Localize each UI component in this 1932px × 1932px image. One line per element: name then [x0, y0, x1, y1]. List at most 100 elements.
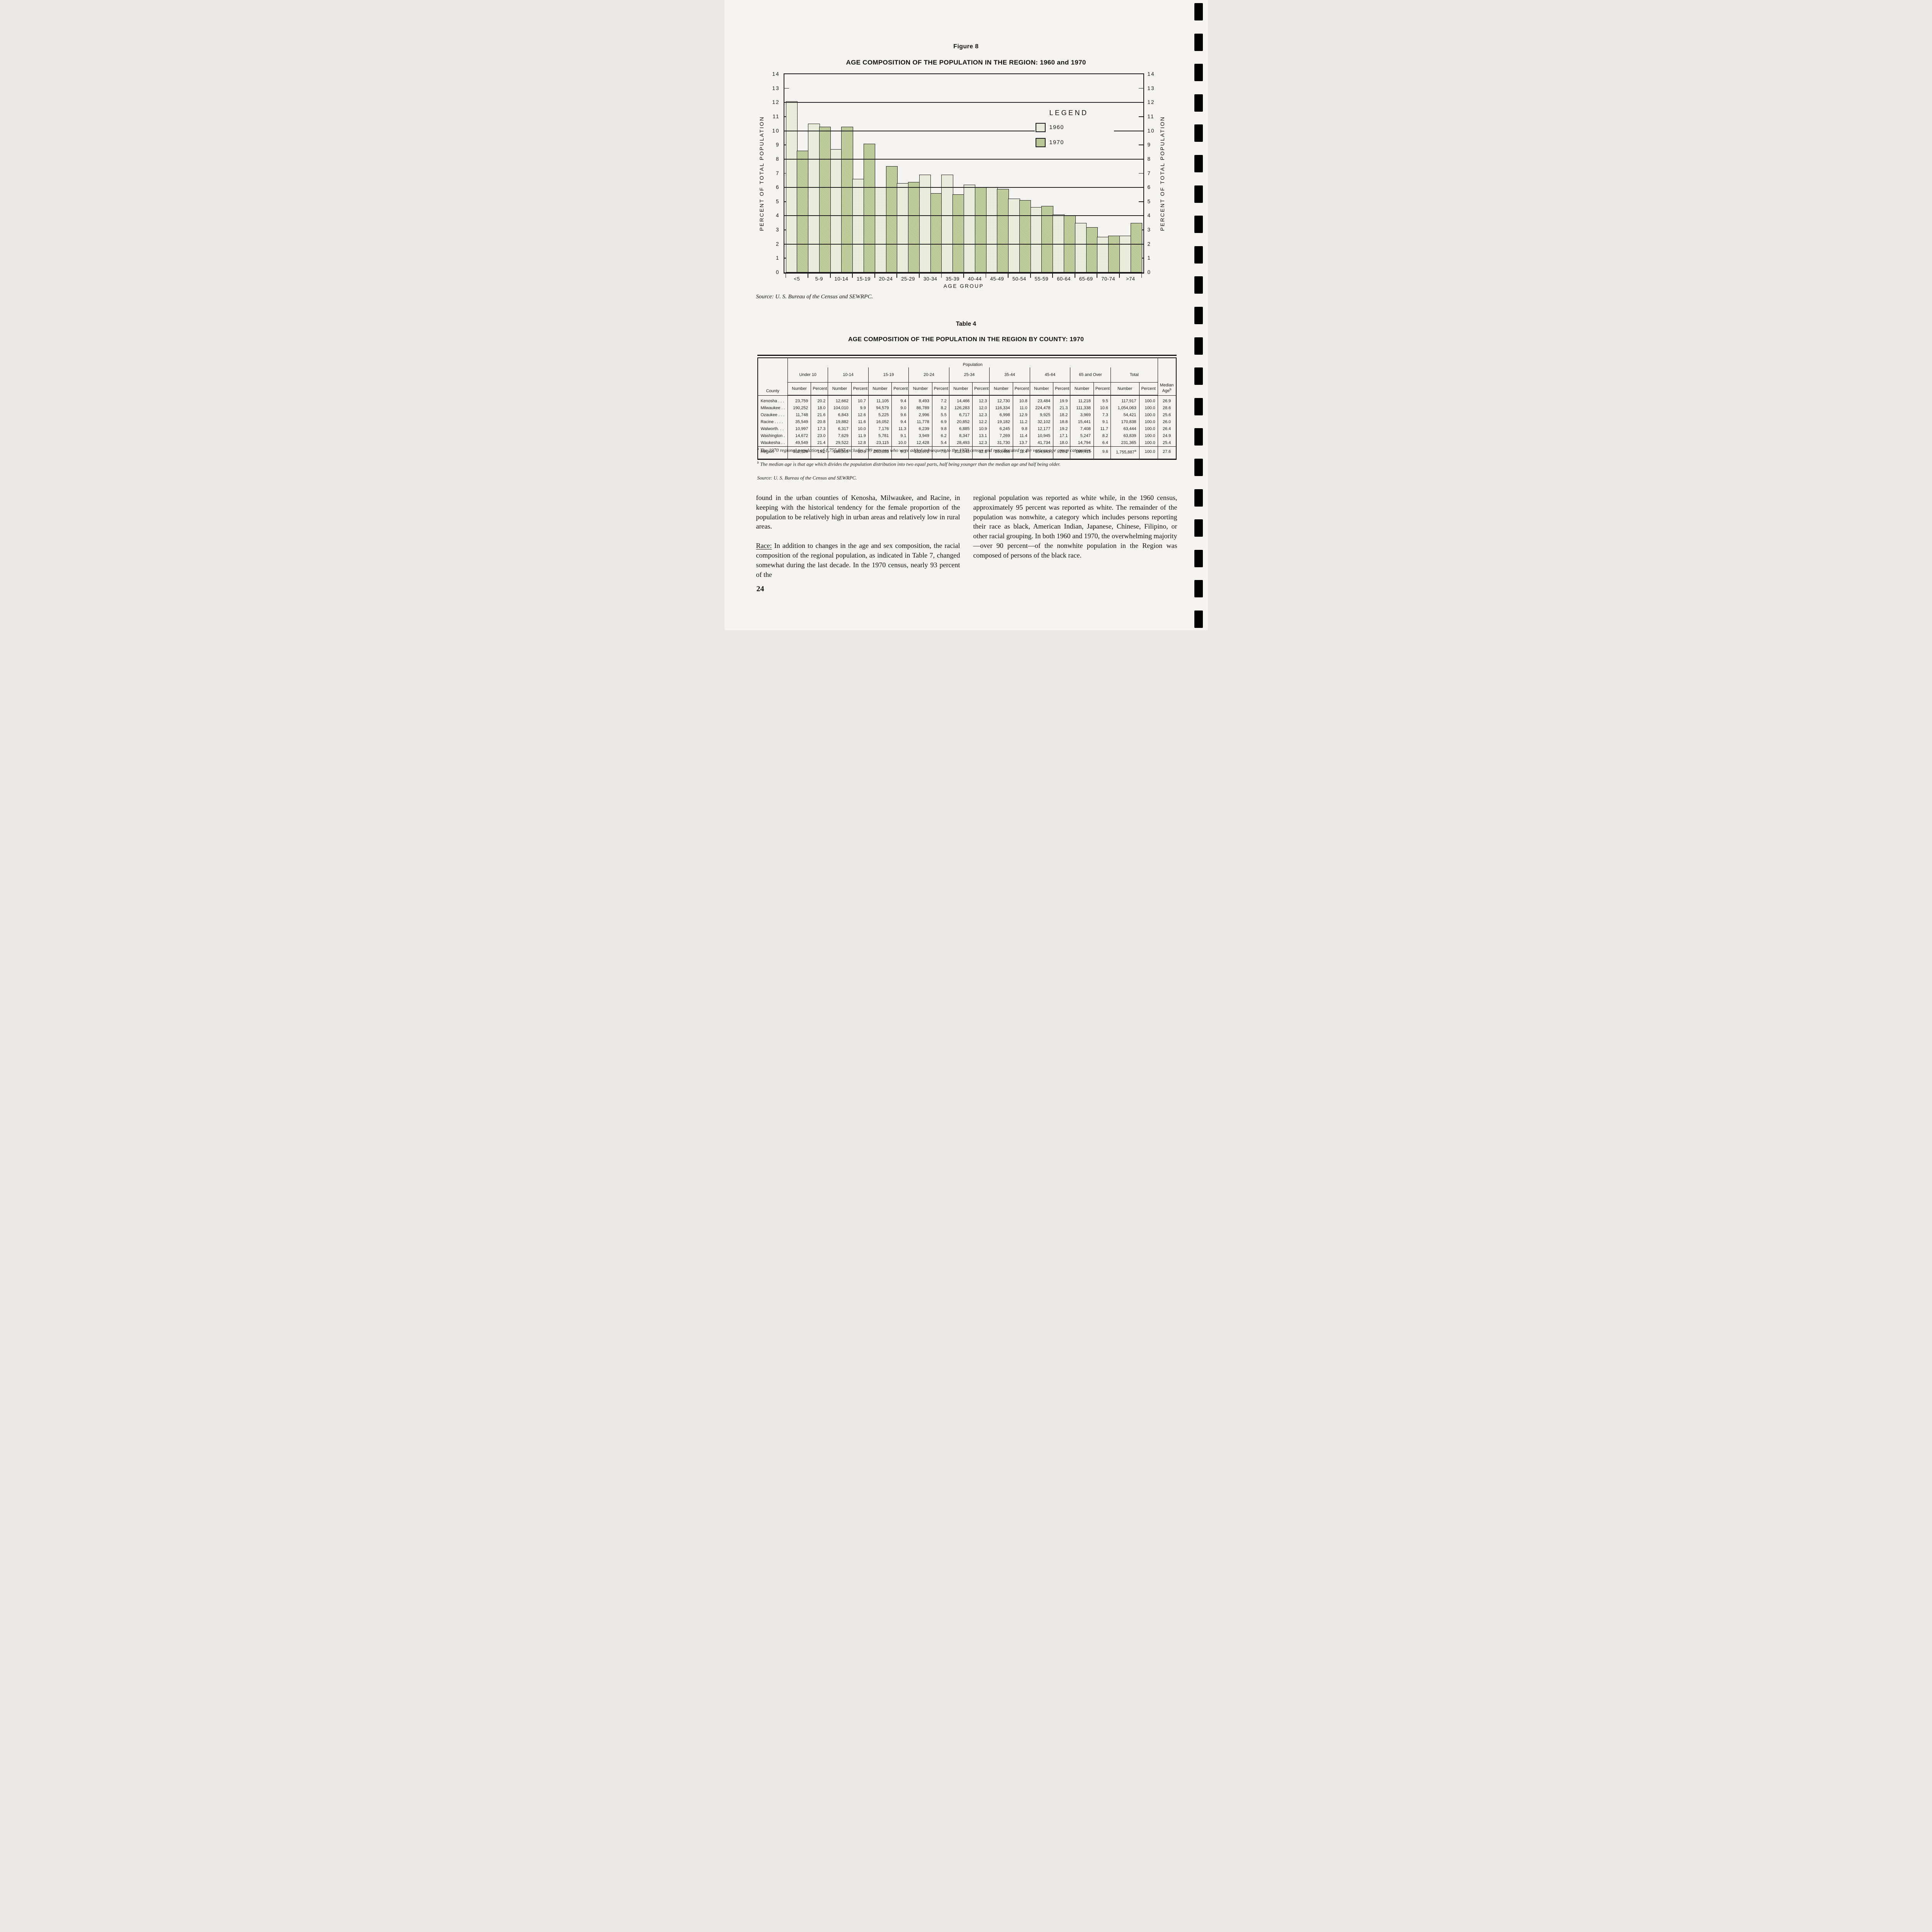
cell: 12.3 [972, 439, 990, 447]
column-group-35-44: 35-44 [989, 367, 1030, 383]
superscript: b [1169, 387, 1172, 391]
cell: 17.1 [1053, 432, 1071, 439]
paragraph: Race: In addition to changes in the age … [756, 541, 960, 579]
cell: 12.8 [851, 439, 869, 447]
table-footnote-a: a The 1970 regional population of 1,755,… [757, 447, 1092, 453]
y-tick-label-right-3: 3 [1147, 227, 1151, 233]
column-subheader-Percent: Percent [972, 382, 990, 396]
cell: 54,421 [1110, 412, 1139, 418]
cell: 7,408 [1070, 425, 1094, 432]
column-group-15-19: 15-19 [868, 367, 909, 383]
cell: 10.6 [1093, 405, 1111, 412]
cell: 169,415 [1070, 446, 1094, 459]
column-subheader-Percent: Percent [1012, 382, 1030, 396]
cell: 18.2 [1053, 412, 1071, 418]
y-minor-tick-right-5 [1138, 201, 1143, 202]
cell: 100.0 [1139, 418, 1158, 425]
cell: 9.6 [1093, 446, 1111, 459]
y-tick-label-left-8: 8 [776, 156, 780, 162]
edge-registration-mark [1194, 64, 1203, 82]
column-header-county: County [757, 358, 788, 396]
cell: 23,115 [868, 439, 892, 447]
cell: 12,730 [989, 395, 1013, 405]
bar-1960->74 [1119, 235, 1131, 272]
cell: 13.1 [972, 432, 990, 439]
race-heading: Race: [756, 542, 772, 550]
x-tick-label-20-24: 20-24 [879, 276, 893, 282]
cell: 13.7 [1012, 439, 1030, 447]
cell: 1,054,063 [1110, 405, 1139, 412]
column-group-10-14: 10-14 [828, 367, 869, 383]
county-name: Region [757, 446, 788, 459]
bar-1960-70-74 [1097, 237, 1109, 272]
table-outer-rule: County Population Median Ageb Under 10 10-14… [757, 355, 1177, 460]
cell: 12,428 [908, 439, 932, 447]
bar-1970-25-29 [908, 182, 920, 272]
cell: 10.9 [972, 425, 990, 432]
cell: 8.2 [1093, 432, 1111, 439]
body-text-left-column: found in the urban counties of Kenosha, … [756, 493, 960, 580]
edge-registration-mark [1194, 489, 1203, 507]
cell: 7,176 [868, 425, 892, 432]
cell: 12.9 [1012, 412, 1030, 418]
cell: 24.9 [1157, 432, 1177, 439]
cell: 11.4 [1012, 432, 1030, 439]
table-header-row-population: County Population Median Ageb [757, 358, 1177, 396]
cell: 7,269 [989, 432, 1013, 439]
cell: 100.0 [1139, 405, 1158, 412]
cell: 11,218 [1070, 395, 1094, 405]
cell: 6,998 [989, 412, 1013, 418]
cell: 12.3 [972, 395, 990, 405]
edge-registration-mark [1194, 3, 1203, 20]
y-tick-label-left-6: 6 [776, 184, 780, 190]
x-boundary-tick-4 [874, 272, 875, 278]
cell: 10.7 [851, 395, 869, 405]
x-boundary-tick-10 [1008, 272, 1009, 278]
column-subheader-Percent: Percent [1053, 382, 1071, 396]
cell: 6,885 [949, 425, 973, 432]
cell: 336,526 [787, 446, 811, 459]
x-tick-label-70-74: 70-74 [1101, 276, 1116, 282]
cell: 11,105 [868, 395, 892, 405]
edge-registration-mark [1194, 398, 1203, 415]
cell: 12.1 [972, 446, 990, 459]
cell: 11.6 [851, 418, 869, 425]
x-boundary-tick-7 [941, 272, 942, 278]
x-tick-label-25-29: 25-29 [901, 276, 915, 282]
cell: 15,441 [1070, 418, 1094, 425]
bar-1960-55-59 [1030, 207, 1043, 272]
y-tick-label-right-0: 0 [1147, 269, 1151, 275]
bar-1970-5-9 [819, 126, 831, 272]
cell: 14,794 [1070, 439, 1094, 447]
bar-1970-10-14 [841, 126, 853, 272]
edge-registration-mark [1194, 337, 1203, 355]
figure-number: Figure 8 [953, 43, 979, 50]
y-tick-label-right-5: 5 [1147, 198, 1151, 204]
column-subheader-Percent: Percent [891, 382, 909, 396]
x-tick-label-40-44: 40-44 [968, 276, 982, 282]
cell: 12,662 [828, 395, 852, 405]
age-composition-table: County Population Median Ageb Under 10 10-14… [757, 357, 1177, 460]
gridline-8 [784, 158, 1143, 160]
bar-1970-50-54 [1019, 200, 1031, 272]
cell: 10,997 [787, 425, 811, 432]
bar-1970-55-59 [1041, 206, 1053, 272]
bar-1970-70-74 [1108, 235, 1120, 272]
column-group-65 and Over: 65 and Over [1070, 367, 1111, 383]
cell: 9.1 [891, 432, 909, 439]
y-tick-label-left-12: 12 [772, 99, 780, 105]
y-tick-label-left-9: 9 [776, 142, 780, 148]
x-tick-label-<5: <5 [794, 276, 800, 282]
cell: 11,748 [787, 412, 811, 418]
bar-1960-65-69 [1075, 223, 1087, 272]
legend-label-1970: 1970 [1049, 139, 1064, 146]
x-tick-label-65-69: 65-69 [1079, 276, 1093, 282]
column-subheader-Percent: Percent [1139, 382, 1158, 396]
bar-1960-5-9 [808, 124, 820, 272]
paragraph-text: In addition to changes in the age and se… [756, 542, 960, 578]
x-boundary-tick-12 [1052, 272, 1053, 278]
bar-1970-20-24 [886, 166, 898, 272]
x-tick-label-10-14: 10-14 [834, 276, 849, 282]
cell: 25.6 [1157, 412, 1177, 418]
y-tick-label-left-7: 7 [776, 170, 780, 176]
